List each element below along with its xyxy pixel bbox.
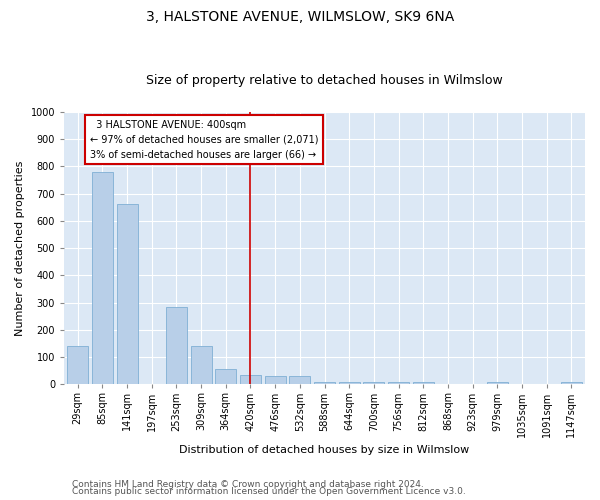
Text: Contains HM Land Registry data © Crown copyright and database right 2024.: Contains HM Land Registry data © Crown c… [72,480,424,489]
Bar [92,172,113,384]
Text: Contains public sector information licensed under the Open Government Licence v3: Contains public sector information licen… [72,487,466,496]
Bar [388,382,409,384]
Bar [166,306,187,384]
Bar [314,382,335,384]
Bar [561,382,582,384]
Title: Size of property relative to detached houses in Wilmslow: Size of property relative to detached ho… [146,74,503,87]
Y-axis label: Number of detached properties: Number of detached properties [15,160,25,336]
Bar [265,376,286,384]
Bar [215,370,236,384]
X-axis label: Distribution of detached houses by size in Wilmslow: Distribution of detached houses by size … [179,445,470,455]
Bar [116,204,137,384]
Bar [240,375,261,384]
Bar [67,346,88,385]
Bar [339,382,360,384]
Text: 3 HALSTONE AVENUE: 400sqm  
← 97% of detached houses are smaller (2,071)
3% of s: 3 HALSTONE AVENUE: 400sqm ← 97% of detac… [90,120,319,160]
Bar [364,382,385,384]
Bar [487,382,508,384]
Bar [289,376,310,384]
Bar [413,382,434,384]
Text: 3, HALSTONE AVENUE, WILMSLOW, SK9 6NA: 3, HALSTONE AVENUE, WILMSLOW, SK9 6NA [146,10,454,24]
Bar [191,346,212,385]
